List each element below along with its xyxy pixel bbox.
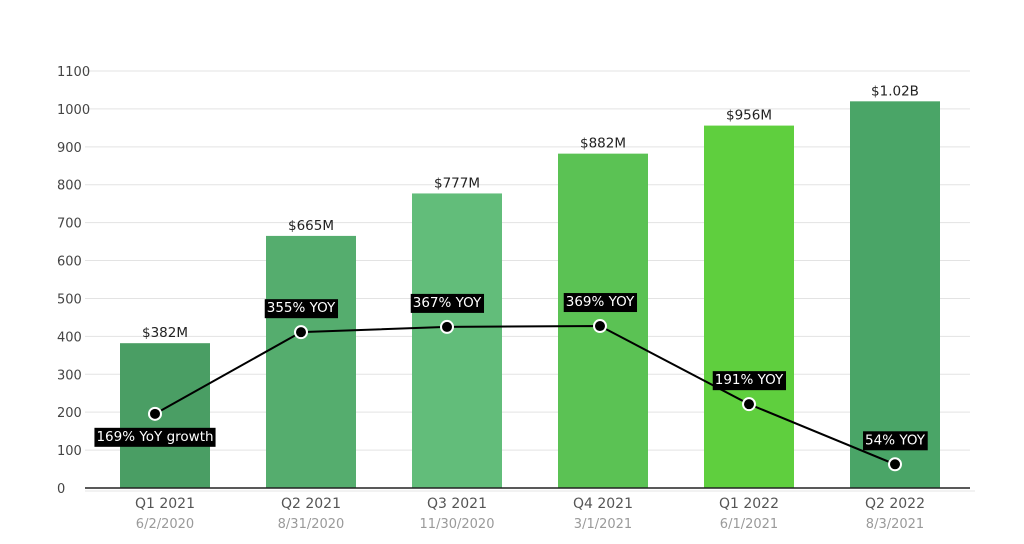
x-tick-date: 6/2/2020 — [136, 517, 194, 532]
yoy-point — [593, 319, 607, 334]
y-tick-label: 700 — [57, 217, 82, 232]
bar-value-label: $777M — [434, 175, 480, 191]
y-tick-label: 1000 — [57, 103, 90, 118]
yoy-label-background — [264, 299, 339, 319]
bar-value-label: $1.02B — [871, 83, 919, 99]
bar — [266, 235, 356, 488]
x-tick-label: Q2 2022 — [865, 496, 925, 512]
x-tick-date: 8/31/2020 — [278, 517, 345, 532]
y-tick-label: 600 — [57, 255, 82, 270]
bar-value-label: $956M — [726, 108, 772, 124]
yoy-label: 191% YOY — [712, 371, 787, 391]
bar-value-label: $882M — [580, 136, 626, 152]
yoy-label-background — [863, 431, 928, 451]
yoy-point — [742, 397, 756, 412]
yoy-label: 54% YOY — [863, 431, 928, 451]
y-tick-label: 300 — [57, 368, 82, 383]
bar-value-label: $382M — [142, 325, 188, 341]
yoy-label-background — [410, 293, 485, 313]
yoy-label: 169% YoY growth — [94, 427, 216, 447]
yoy-label-text: 191% YOY — [715, 372, 784, 388]
y-axis-ticks: 0 100 200 300 400 500 600 700 800 900 1000 1100 — [57, 65, 90, 497]
x-tick-label: Q1 2021 — [135, 496, 195, 512]
yoy-point — [294, 325, 308, 340]
yoy-label: 355% YOY — [264, 299, 339, 319]
bar — [704, 125, 794, 489]
yoy-point — [888, 457, 902, 472]
yoy-label: 369% YOY — [563, 293, 638, 313]
bar — [120, 343, 210, 488]
yoy-point — [148, 406, 162, 421]
yoy-label-text: 355% YOY — [267, 300, 336, 316]
yoy-point — [440, 319, 454, 334]
yoy-label-text: 169% YoY growth — [96, 429, 213, 445]
yoy-label-text: 54% YOY — [865, 432, 926, 448]
x-tick-date: 11/30/2020 — [420, 517, 495, 532]
x-tick-date: 6/1/2021 — [720, 517, 778, 532]
yoy-label-background — [94, 427, 216, 447]
x-tick-label: Q1 2022 — [719, 496, 779, 512]
y-tick-label: 200 — [57, 406, 82, 421]
y-tick-label: 800 — [57, 179, 82, 194]
bar — [850, 101, 940, 488]
yoy-line-path — [154, 325, 896, 466]
x-tick-date: 8/3/2021 — [866, 517, 924, 532]
bar-value-label: $665M — [288, 218, 334, 234]
x-axis-labels: Q1 2021 6/2/2020 Q2 2021 8/31/2020 Q3 2021 11… — [135, 496, 925, 532]
y-tick-label: 900 — [57, 141, 82, 156]
yoy-label-text: 367% YOY — [413, 295, 482, 311]
y-tick-label: 1100 — [57, 65, 90, 80]
yoy-label-text: 369% YOY — [566, 294, 635, 310]
bar — [412, 193, 502, 489]
y-tick-label: 100 — [57, 444, 82, 459]
gridlines — [85, 70, 970, 451]
x-tick-label: Q3 2021 — [427, 496, 487, 512]
bars: $382M $665M $777M $882M $956M $1.02B — [120, 83, 940, 489]
x-tick-label: Q4 2021 — [573, 496, 633, 512]
x-tick-date: 3/1/2021 — [574, 517, 632, 532]
y-tick-label: 500 — [57, 292, 82, 307]
yoy-line: 169% YoY growth 355% YOY 367% YOY 369% YOY 1… — [94, 293, 928, 472]
yoy-label-background — [563, 293, 638, 313]
y-tick-label: 0 — [57, 482, 65, 497]
yoy-label: 367% YOY — [410, 293, 485, 313]
x-tick-label: Q2 2021 — [281, 496, 341, 512]
y-tick-label: 400 — [57, 330, 82, 345]
yoy-label-background — [712, 371, 787, 391]
